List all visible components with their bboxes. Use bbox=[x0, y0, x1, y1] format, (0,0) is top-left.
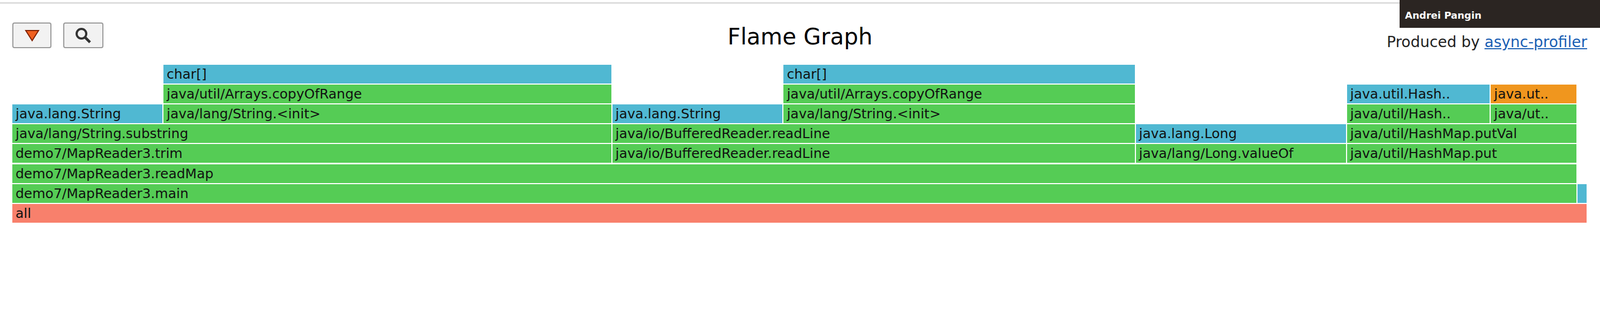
frame[interactable]: java/lang/String.<init> bbox=[783, 104, 1136, 124]
frame-label: java/lang/String.substring bbox=[15, 125, 189, 142]
frame[interactable]: java/util/HashMap.put bbox=[1347, 144, 1578, 163]
presenter-name: Andrei Pangin bbox=[1404, 9, 1482, 21]
frame[interactable]: char[] bbox=[783, 64, 1136, 84]
frame-label: java.util.Hash.. bbox=[1350, 86, 1451, 103]
frame-label: java.lang.Long bbox=[1139, 125, 1238, 142]
credit: Produced by async-profiler bbox=[1386, 33, 1588, 51]
frame-label: java.lang.String bbox=[15, 106, 122, 123]
frame[interactable]: java/lang/String.<init> bbox=[163, 104, 613, 124]
frame[interactable]: java.util.Hash.. bbox=[1347, 84, 1491, 104]
frame[interactable]: char[] bbox=[163, 64, 613, 84]
frame[interactable]: java/ut.. bbox=[1490, 104, 1578, 124]
frame[interactable]: demo7/MapReader3.trim bbox=[12, 144, 613, 163]
frame-label: java/util/HashMap.put bbox=[1350, 145, 1498, 162]
frame[interactable]: java.lang.String bbox=[612, 104, 784, 124]
frame-label: char[] bbox=[786, 66, 827, 83]
frame-label: java.ut.. bbox=[1493, 86, 1549, 103]
reverse-button[interactable] bbox=[12, 22, 52, 49]
frame-label: java/lang/String.<init> bbox=[786, 106, 941, 123]
frame[interactable]: java.ut.. bbox=[1490, 84, 1578, 104]
frame-label: demo7/MapReader3.readMap bbox=[15, 166, 214, 183]
frame[interactable]: java/io/BufferedReader.readLine bbox=[612, 124, 1136, 144]
frame-label: java/lang/Long.valueOf bbox=[1139, 145, 1294, 162]
frame-label: java/io/BufferedReader.readLine bbox=[615, 125, 831, 142]
credit-text: Produced by bbox=[1386, 33, 1485, 51]
frame-label: java/util/Arrays.copyOfRange bbox=[166, 86, 363, 103]
frame[interactable]: all bbox=[12, 204, 1588, 223]
frame[interactable]: java/util/Hash.. bbox=[1347, 104, 1491, 124]
frame-label: all bbox=[15, 205, 32, 222]
frame[interactable]: demo7/MapReader3.main bbox=[12, 184, 1578, 204]
frame-label: demo7/MapReader3.trim bbox=[15, 145, 183, 162]
frame[interactable]: java/util/Arrays.copyOfRange bbox=[163, 84, 613, 104]
title: Flame Graph bbox=[585, 23, 1015, 50]
frame[interactable]: java.lang.String bbox=[12, 104, 164, 124]
frame[interactable] bbox=[1577, 184, 1588, 204]
frame-label: java/ut.. bbox=[1493, 106, 1549, 123]
search-icon bbox=[64, 23, 103, 48]
frame-label: java/lang/String.<init> bbox=[166, 106, 321, 123]
reverse-icon bbox=[13, 23, 51, 48]
frame-label: java/util/HashMap.putVal bbox=[1350, 125, 1517, 142]
frame[interactable]: java/io/BufferedReader.readLine bbox=[612, 144, 1136, 163]
frame[interactable]: java/lang/String.substring bbox=[12, 124, 613, 144]
frame[interactable]: java/util/Arrays.copyOfRange bbox=[783, 84, 1136, 104]
frame-label: java/util/Arrays.copyOfRange bbox=[786, 86, 983, 103]
top-rule bbox=[0, 2, 1600, 4]
frame[interactable]: java.lang.Long bbox=[1135, 124, 1348, 144]
frame[interactable]: java/lang/Long.valueOf bbox=[1135, 144, 1348, 163]
frame-label: char[] bbox=[166, 66, 207, 83]
frame[interactable]: demo7/MapReader3.readMap bbox=[12, 164, 1578, 184]
search-button[interactable] bbox=[63, 22, 104, 49]
frame-label: demo7/MapReader3.main bbox=[15, 185, 189, 203]
frame-label: java.lang.String bbox=[615, 106, 722, 123]
credit-link[interactable]: async-profiler bbox=[1484, 33, 1588, 51]
frame-label: java/util/Hash.. bbox=[1350, 106, 1452, 123]
frame[interactable]: java/util/HashMap.putVal bbox=[1347, 124, 1578, 144]
frame-label: java/io/BufferedReader.readLine bbox=[615, 145, 831, 162]
